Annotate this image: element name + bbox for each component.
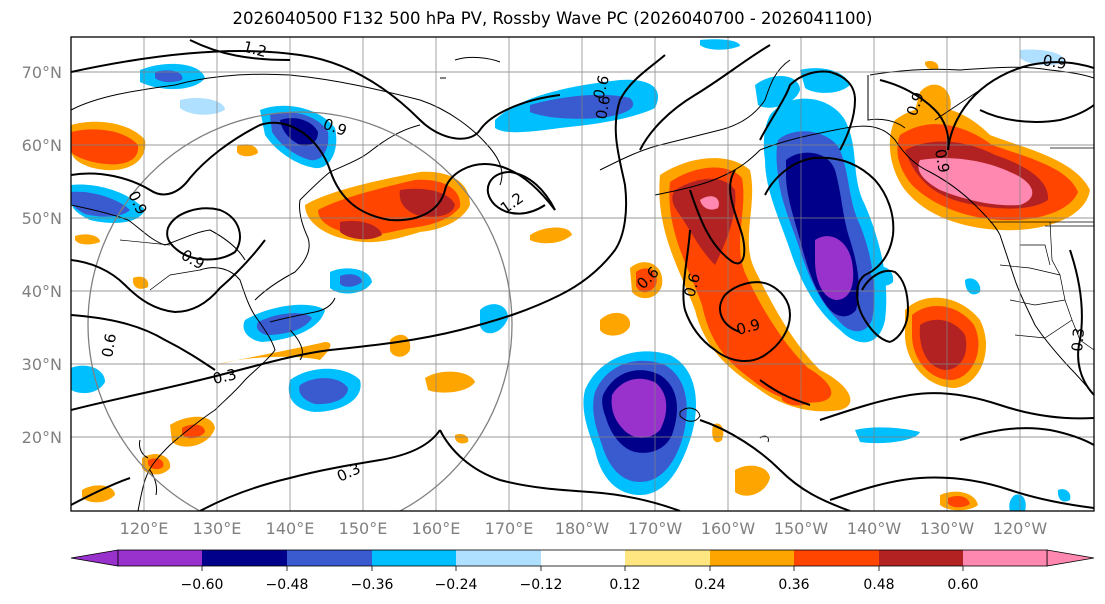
colorbar: −0.60 −0.48 −0.36 −0.24 −0.12 0.12 0.24 … (70, 549, 1095, 593)
colorbar-swatch (794, 550, 879, 566)
colorbar-tick-label: −0.48 (266, 577, 309, 593)
lon-label: 140°W (847, 519, 902, 538)
contour-label: 0.9 (931, 148, 953, 175)
colorbar-swatch (372, 550, 456, 566)
colorbar-extend-low (70, 549, 119, 567)
lon-label: 120°E (120, 519, 169, 538)
positive-anomaly-gulf-of-alaska (889, 107, 1090, 231)
gridlines (71, 37, 1094, 511)
colorbar-tick-label: −0.24 (435, 577, 478, 593)
colorbar-tick-label: 0.60 (947, 577, 978, 593)
colorbar-tick-label: −0.12 (520, 577, 563, 593)
contour-label: 0.3 (1068, 327, 1088, 352)
colorbar-tick-label: 0.24 (694, 577, 725, 593)
colorbar-swatch (287, 550, 372, 566)
pv-anomaly-fill (71, 39, 1090, 511)
lat-label: 60°N (22, 136, 62, 155)
colorbar-swatch (710, 550, 794, 566)
lon-label: 180°W (555, 519, 610, 538)
negative-anomaly-subtropical-central (583, 351, 696, 495)
colorbar-tick-label: 0.36 (778, 577, 809, 593)
lon-label: 130°E (193, 519, 242, 538)
lon-label: 130°W (920, 519, 975, 538)
contour-label: 1.2 (241, 37, 269, 61)
lon-label: 170°W (628, 519, 683, 538)
lon-label: 160°W (701, 519, 756, 538)
lat-label: 50°N (22, 209, 62, 228)
contour-label: 0.6 (680, 271, 704, 299)
lat-label: 30°N (22, 355, 62, 374)
longitude-labels: 120°E 130°E 140°E 150°E 160°E 170°E 180°… (120, 519, 1048, 538)
colorbar-outline (117, 549, 1048, 567)
map-frame (70, 36, 1095, 512)
negative-anomaly-north-america-trough (755, 68, 887, 343)
colorbar-tick-labels: −0.60 −0.48 −0.36 −0.24 −0.12 0.12 0.24 … (181, 577, 979, 593)
positive-anomaly-central-pacific (659, 158, 851, 412)
colorbar-extend-high (1046, 549, 1095, 567)
colorbar-swatch (118, 550, 202, 566)
colorbar-swatch (202, 550, 287, 566)
colorbar-swatch (541, 550, 625, 566)
positive-anomaly-east-pacific (905, 297, 986, 388)
lon-label: 160°E (412, 519, 461, 538)
lat-label: 40°N (22, 282, 62, 301)
coastlines (71, 56, 1094, 511)
lat-label: 20°N (22, 428, 62, 447)
colorbar-swatch (625, 550, 710, 566)
latitude-labels: 70°N 60°N 50°N 40°N 30°N 20°N (22, 63, 62, 447)
contour-label: 0.9 (734, 315, 762, 339)
colorbar-tick-label: −0.36 (351, 577, 394, 593)
colorbar-tick-label: 0.12 (609, 577, 640, 593)
radius-circle (87, 111, 513, 511)
lon-label: 170°E (485, 519, 534, 538)
positive-anomaly-west-europe-edge (71, 121, 146, 171)
negative-anomaly-small-patches (71, 49, 1071, 511)
map-title: 2026040500 F132 500 hPa PV, Rossby Wave … (232, 9, 873, 28)
pv-contours (71, 39, 1094, 511)
colorbar-tick-label: −0.60 (181, 577, 224, 593)
colorbar-swatch (456, 550, 541, 566)
lon-label: 150°E (339, 519, 388, 538)
contour-label: 0.6 (589, 73, 613, 101)
colorbar-ticks (201, 566, 964, 571)
colorbar-swatch (963, 550, 1047, 566)
political-borders (119, 147, 1094, 351)
colorbar-swatches (118, 550, 1047, 566)
contour-label: 0.3 (211, 365, 238, 388)
contour-label: 0.6 (98, 332, 120, 359)
colorbar-tick-label: 0.48 (863, 577, 894, 593)
colorbar-swatch (879, 550, 963, 566)
contour-label: 0.9 (1041, 51, 1068, 73)
lon-label: 150°W (774, 519, 829, 538)
lat-label: 70°N (22, 63, 62, 82)
contour-label: 0.6 (592, 94, 614, 121)
lon-label: 120°W (993, 519, 1048, 538)
positive-anomaly-west-pacific (305, 171, 470, 243)
lon-label: 140°E (266, 519, 315, 538)
